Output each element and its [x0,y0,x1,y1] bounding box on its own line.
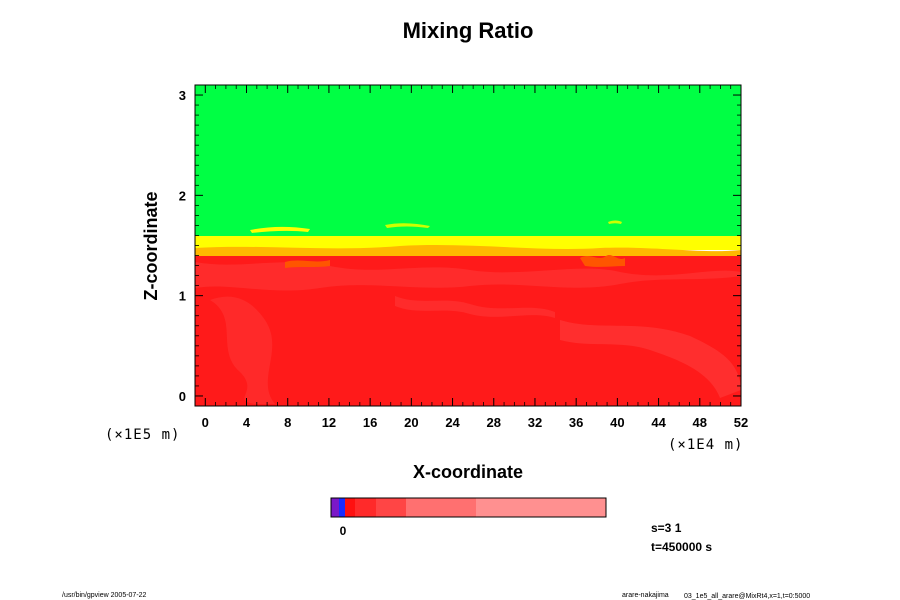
transition-band-orange [195,245,741,258]
plot-area [194,84,742,407]
y-tick-label: 2 [179,188,186,203]
upper-layer [195,85,741,237]
x-tick-label: 52 [734,415,748,430]
lower-layer-texture-1 [195,262,741,291]
x-tick-label: 4 [243,415,251,430]
lower-layer-texture-3 [560,320,741,398]
colorbar-segment [476,498,606,517]
colorbar-segment [339,498,345,517]
lower-layer-texture-4 [395,296,555,318]
red-plume-2 [285,260,330,268]
colorbar [330,497,607,518]
x-axis-label: X-coordinate [413,462,523,482]
lower-layer-texture-2 [210,296,275,404]
colorbar-segment [406,498,476,517]
yellow-wisp-3 [608,220,622,224]
chart-title: Mixing Ratio [403,18,534,43]
x-scale-label: (×1E4 m) [668,437,743,453]
colorbar-segment [331,498,339,517]
footer-left: /usr/bin/gpview 2005-07-22 [62,592,147,599]
y-axis: 0 1 2 3 [179,88,741,404]
x-tick-label: 24 [445,415,460,430]
x-tick-label: 32 [528,415,542,430]
x-tick-label: 40 [610,415,624,430]
x-tick-label: 0 [202,415,209,430]
x-tick-label: 12 [322,415,336,430]
info-s: s=3 1 [651,521,682,535]
colorbar-segment [355,498,376,517]
y-axis-label: Z-coordinate [141,191,161,300]
colorbar-zero-label: 0 [340,524,347,538]
x-tick-label: 36 [569,415,583,430]
colorbar-segment [345,498,355,517]
yellow-wisp-2 [385,223,430,228]
red-plume-1 [580,255,625,267]
x-tick-label: 28 [487,415,501,430]
footer-right-main: arare-nakajima [622,592,669,599]
x-tick-label: 44 [651,415,666,430]
y-scale-label: (×1E5 m) [105,427,180,443]
x-tick-label: 20 [404,415,418,430]
colorbar-segment [376,498,406,517]
x-axis: 0 4 8 12 16 20 24 28 32 36 40 44 48 52 [202,85,748,430]
yellow-wisp-1 [250,226,310,233]
footer-right-small: 03_1e5_all_arare@MixRt4,x=1,t=0:5000 [684,593,810,600]
info-t: t=450000 s [651,540,712,554]
x-tick-label: 8 [284,415,291,430]
colorbar-frame [330,497,607,518]
y-tick-label: 0 [179,389,186,404]
x-tick-label: 16 [363,415,377,430]
y-tick-label: 3 [179,88,186,103]
transition-band [195,236,741,250]
x-tick-label: 48 [693,415,707,430]
y-tick-label: 1 [179,289,186,304]
